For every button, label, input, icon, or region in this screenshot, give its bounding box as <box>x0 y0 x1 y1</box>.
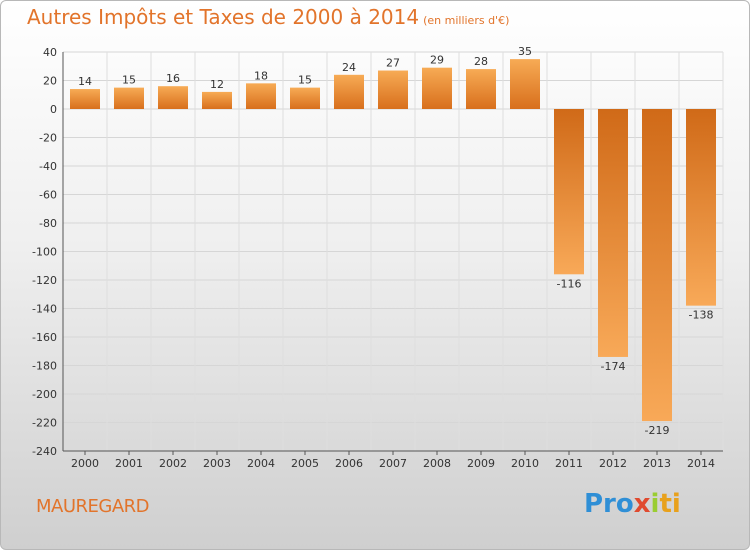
y-tick-label: -220 <box>32 417 57 430</box>
data-label: -138 <box>689 309 714 322</box>
x-tick-label: 2007 <box>379 457 407 470</box>
bar <box>554 109 584 275</box>
commune-name: MAUREGARD <box>36 496 150 517</box>
bar <box>466 69 496 109</box>
bar <box>290 87 320 109</box>
x-tick-label: 2003 <box>203 457 231 470</box>
data-label: 18 <box>254 69 268 82</box>
x-tick-label: 2004 <box>247 457 275 470</box>
data-label: 16 <box>166 72 180 85</box>
x-tick-label: 2008 <box>423 457 451 470</box>
bar <box>510 59 540 109</box>
y-tick-label: -20 <box>39 132 57 145</box>
x-tick-label: 2011 <box>555 457 583 470</box>
x-tick-label: 2002 <box>159 457 187 470</box>
data-label: 15 <box>122 74 136 87</box>
x-tick-label: 2012 <box>599 457 627 470</box>
y-tick-label: 40 <box>43 46 57 59</box>
y-tick-label: -80 <box>39 217 57 230</box>
x-tick-label: 2005 <box>291 457 319 470</box>
data-label: 35 <box>518 45 532 58</box>
y-tick-label: -120 <box>32 274 57 287</box>
data-label: 29 <box>430 54 444 67</box>
data-label: -174 <box>601 360 626 373</box>
x-tick-label: 2010 <box>511 457 539 470</box>
y-tick-label: -100 <box>32 246 57 259</box>
x-tick-label: 2000 <box>71 457 99 470</box>
x-tick-label: 2013 <box>643 457 671 470</box>
y-tick-label: -180 <box>32 360 57 373</box>
bar <box>70 89 100 109</box>
y-tick-label: -240 <box>32 445 57 458</box>
bar <box>246 83 276 109</box>
bar <box>158 86 188 109</box>
y-tick-label: -200 <box>32 388 57 401</box>
x-tick-label: 2006 <box>335 457 363 470</box>
bar <box>642 109 672 422</box>
y-tick-label: -40 <box>39 160 57 173</box>
bar <box>686 109 716 306</box>
x-tick-label: 2014 <box>687 457 715 470</box>
x-tick-label: 2001 <box>115 457 143 470</box>
chart-title: Autres Impôts et Taxes de 2000 à 2014 (en… <box>27 5 510 29</box>
bar <box>202 91 232 109</box>
y-tick-label: 20 <box>43 75 57 88</box>
bar <box>114 87 144 109</box>
data-label: 27 <box>386 57 400 70</box>
bar <box>422 67 452 109</box>
bar <box>334 74 364 109</box>
bar <box>378 70 408 109</box>
chart-subtitle: (en milliers d'€) <box>423 14 510 27</box>
y-tick-label: -160 <box>32 331 57 344</box>
x-tick-label: 2009 <box>467 457 495 470</box>
y-tick-label: -60 <box>39 189 57 202</box>
data-label: 24 <box>342 61 356 74</box>
data-label: -116 <box>557 277 582 290</box>
data-label: 28 <box>474 55 488 68</box>
proxiti-logo: Proxiti <box>584 489 681 519</box>
data-label: -219 <box>645 424 670 437</box>
y-tick-label: 0 <box>50 103 57 116</box>
data-label: 14 <box>78 75 92 88</box>
bar <box>598 109 628 357</box>
data-label: 12 <box>210 78 224 91</box>
y-tick-label: -140 <box>32 303 57 316</box>
data-label: 15 <box>298 74 312 87</box>
